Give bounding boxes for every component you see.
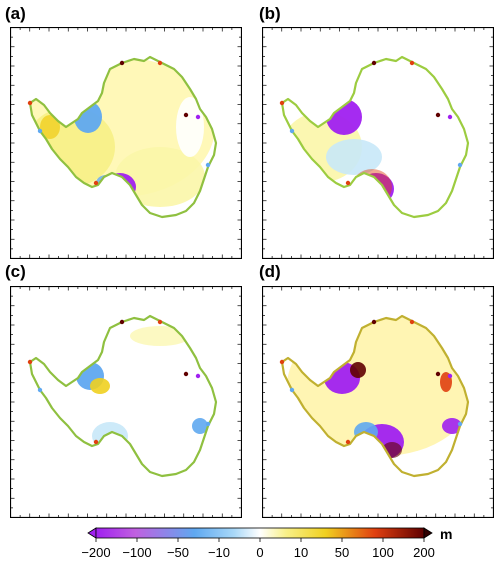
colorbar-tick-label: −10: [208, 545, 230, 560]
panel-label-b: (b): [259, 4, 281, 23]
colorbar-right-arrow: [423, 527, 433, 539]
colorbar-tick-label: 200: [413, 545, 435, 560]
colorbar-unit: m: [440, 526, 452, 542]
colorbar-tick-label: 0: [256, 545, 263, 560]
map-panel-b: [262, 27, 494, 259]
colorbar-tick-label: 100: [372, 545, 394, 560]
panel-label-a: (a): [5, 4, 26, 23]
panel-label-d: (d): [259, 262, 281, 281]
colorbar-tick-label: 10: [294, 545, 308, 560]
panel-label-c: (c): [5, 262, 26, 281]
colorbar-tick-label: −100: [122, 545, 151, 560]
map-panel-d: [262, 286, 494, 518]
colorbar: −200 −100 −50 −10 0 10 50 100 200 m: [0, 525, 500, 565]
colorbar-tick-label: 50: [335, 545, 349, 560]
map-panel-a: [10, 27, 242, 259]
colorbar-gradient: [95, 527, 425, 539]
colorbar-left-arrow: [87, 527, 97, 539]
map-panel-c: [10, 286, 242, 518]
colorbar-tick-label: −50: [167, 545, 189, 560]
colorbar-tick-label: −200: [81, 545, 110, 560]
